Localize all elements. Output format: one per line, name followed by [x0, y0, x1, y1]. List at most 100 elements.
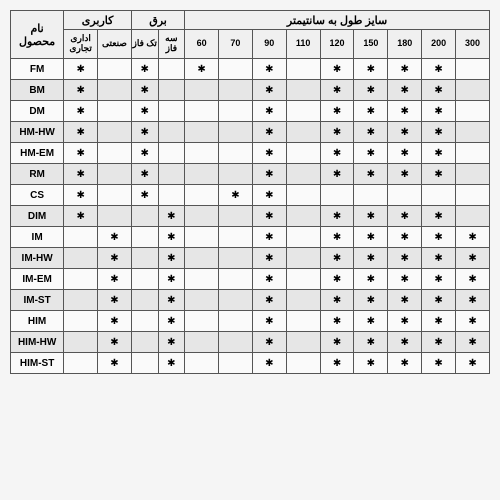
power-cell	[158, 185, 185, 206]
app-cell: ✱	[98, 248, 132, 269]
app-cell: ✱	[64, 101, 98, 122]
header-size-120: 120	[320, 30, 354, 59]
size-cell: ✱	[388, 227, 422, 248]
size-cell: ✱	[320, 248, 354, 269]
power-cell	[158, 122, 185, 143]
size-cell: ✱	[252, 290, 286, 311]
app-cell: ✱	[64, 164, 98, 185]
header-power-single: تک فاز	[131, 30, 158, 59]
size-cell	[219, 206, 253, 227]
size-cell: ✱	[252, 353, 286, 374]
power-cell: ✱	[131, 80, 158, 101]
product-name-cell: IM-HW	[11, 248, 64, 269]
size-cell	[219, 311, 253, 332]
power-cell: ✱	[131, 122, 158, 143]
size-cell: ✱	[320, 227, 354, 248]
size-cell	[219, 248, 253, 269]
power-cell	[158, 143, 185, 164]
header-size-60: 60	[185, 30, 219, 59]
size-cell: ✱	[354, 101, 388, 122]
power-cell	[131, 269, 158, 290]
size-cell: ✱	[320, 353, 354, 374]
power-cell	[131, 290, 158, 311]
power-cell	[131, 353, 158, 374]
size-cell: ✱	[252, 80, 286, 101]
size-cell	[185, 206, 219, 227]
size-cell: ✱	[456, 353, 490, 374]
product-name-cell: IM-EM	[11, 269, 64, 290]
power-cell: ✱	[158, 311, 185, 332]
size-cell: ✱	[456, 290, 490, 311]
app-cell: ✱	[64, 206, 98, 227]
size-cell	[185, 101, 219, 122]
size-cell: ✱	[252, 311, 286, 332]
product-name-cell: HIM	[11, 311, 64, 332]
size-cell	[185, 227, 219, 248]
power-cell	[131, 227, 158, 248]
table-row: RM✱✱✱✱✱✱✱	[11, 164, 490, 185]
size-cell	[219, 164, 253, 185]
power-cell: ✱	[158, 227, 185, 248]
power-cell: ✱	[158, 290, 185, 311]
power-cell: ✱	[131, 164, 158, 185]
size-cell: ✱	[388, 206, 422, 227]
size-cell: ✱	[354, 164, 388, 185]
product-name-cell: IM-ST	[11, 290, 64, 311]
size-cell	[286, 332, 320, 353]
header-power-three: سه فاز	[158, 30, 185, 59]
power-cell	[131, 332, 158, 353]
app-cell: ✱	[98, 290, 132, 311]
power-cell: ✱	[131, 101, 158, 122]
size-cell	[456, 143, 490, 164]
table-row: HIM-ST✱✱✱✱✱✱✱✱	[11, 353, 490, 374]
size-cell	[354, 185, 388, 206]
size-cell: ✱	[320, 80, 354, 101]
size-cell	[185, 248, 219, 269]
size-cell: ✱	[252, 332, 286, 353]
app-cell	[64, 353, 98, 374]
app-cell	[64, 311, 98, 332]
size-cell	[388, 185, 422, 206]
size-cell: ✱	[388, 122, 422, 143]
size-cell	[219, 353, 253, 374]
size-cell: ✱	[354, 311, 388, 332]
app-cell: ✱	[64, 80, 98, 101]
size-cell	[456, 80, 490, 101]
size-cell	[185, 80, 219, 101]
size-cell	[185, 143, 219, 164]
size-cell: ✱	[388, 101, 422, 122]
header-power: برق	[131, 11, 184, 30]
app-cell	[98, 122, 132, 143]
size-cell: ✱	[320, 143, 354, 164]
size-cell: ✱	[422, 164, 456, 185]
size-cell: ✱	[422, 353, 456, 374]
size-cell: ✱	[422, 80, 456, 101]
table-row: DIM✱✱✱✱✱✱✱	[11, 206, 490, 227]
size-cell	[219, 122, 253, 143]
size-cell	[286, 206, 320, 227]
table-row: CS✱✱✱✱	[11, 185, 490, 206]
table-row: HM-HW✱✱✱✱✱✱✱	[11, 122, 490, 143]
power-cell	[158, 164, 185, 185]
header-product-name: نام محصول	[11, 11, 64, 59]
size-cell: ✱	[388, 332, 422, 353]
header-application: کاربری	[64, 11, 132, 30]
size-cell: ✱	[320, 290, 354, 311]
size-cell: ✱	[354, 143, 388, 164]
size-cell: ✱	[354, 353, 388, 374]
power-cell	[131, 206, 158, 227]
size-cell	[219, 332, 253, 353]
size-cell	[286, 101, 320, 122]
size-cell: ✱	[456, 269, 490, 290]
size-cell: ✱	[320, 269, 354, 290]
size-cell: ✱	[252, 206, 286, 227]
size-cell	[286, 59, 320, 80]
size-cell	[219, 227, 253, 248]
power-cell: ✱	[158, 206, 185, 227]
product-name-cell: FM	[11, 59, 64, 80]
size-cell	[219, 80, 253, 101]
table-row: HM-EM✱✱✱✱✱✱✱	[11, 143, 490, 164]
size-cell	[422, 185, 456, 206]
size-cell	[185, 122, 219, 143]
app-cell	[98, 80, 132, 101]
